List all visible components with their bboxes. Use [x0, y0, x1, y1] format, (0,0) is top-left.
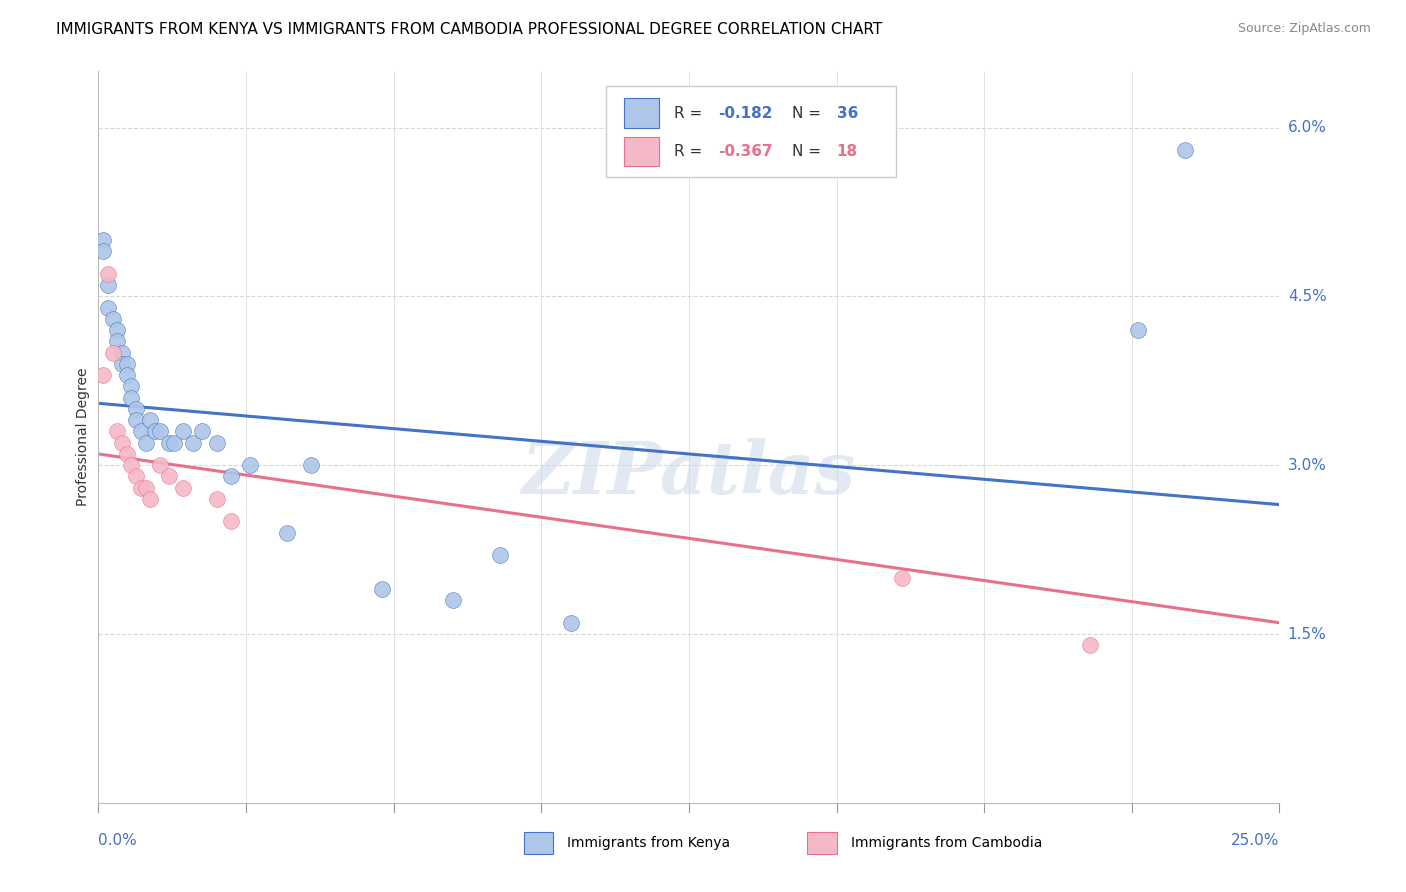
Point	[239, 458, 262, 473]
Point	[371, 582, 394, 596]
Point	[219, 469, 242, 483]
Text: 3.0%: 3.0%	[1288, 458, 1327, 473]
Text: Source: ZipAtlas.com: Source: ZipAtlas.com	[1237, 22, 1371, 36]
Point	[219, 515, 242, 529]
Point	[129, 481, 152, 495]
Text: 4.5%: 4.5%	[1288, 289, 1326, 304]
Point	[97, 301, 120, 315]
Text: 18: 18	[837, 145, 858, 160]
Point	[143, 425, 166, 439]
FancyBboxPatch shape	[624, 98, 659, 128]
Point	[121, 391, 143, 405]
Point	[149, 425, 172, 439]
Point	[105, 425, 128, 439]
Point	[121, 458, 143, 473]
Point	[149, 458, 172, 473]
Text: Immigrants from Cambodia: Immigrants from Cambodia	[851, 836, 1042, 850]
Text: R =: R =	[673, 105, 707, 120]
Point	[560, 615, 582, 630]
Point	[205, 435, 228, 450]
Point	[97, 267, 120, 281]
Point	[135, 435, 157, 450]
FancyBboxPatch shape	[606, 86, 896, 178]
Point	[91, 368, 114, 383]
Y-axis label: Professional Degree: Professional Degree	[76, 368, 90, 507]
Point	[172, 481, 194, 495]
Point	[129, 425, 152, 439]
Text: IMMIGRANTS FROM KENYA VS IMMIGRANTS FROM CAMBODIA PROFESSIONAL DEGREE CORRELATIO: IMMIGRANTS FROM KENYA VS IMMIGRANTS FROM…	[56, 22, 883, 37]
Text: ZIPatlas: ZIPatlas	[522, 438, 856, 509]
Point	[115, 357, 138, 371]
Text: Immigrants from Kenya: Immigrants from Kenya	[567, 836, 731, 850]
Point	[135, 481, 157, 495]
Text: 1.5%: 1.5%	[1288, 626, 1326, 641]
Point	[101, 312, 124, 326]
Point	[101, 345, 124, 359]
Point	[115, 447, 138, 461]
Text: 36: 36	[837, 105, 858, 120]
Point	[1080, 638, 1102, 652]
Point	[172, 425, 194, 439]
Point	[139, 413, 162, 427]
FancyBboxPatch shape	[807, 832, 837, 854]
Text: 0.0%: 0.0%	[98, 833, 138, 848]
Point	[91, 244, 114, 259]
Point	[157, 435, 180, 450]
Point	[111, 357, 134, 371]
Point	[91, 233, 114, 247]
Text: N =: N =	[792, 105, 825, 120]
Point	[115, 368, 138, 383]
Point	[157, 469, 180, 483]
Point	[299, 458, 322, 473]
Point	[1174, 143, 1197, 157]
Text: 25.0%: 25.0%	[1232, 833, 1279, 848]
Point	[441, 593, 464, 607]
Text: N =: N =	[792, 145, 825, 160]
Text: R =: R =	[673, 145, 707, 160]
Text: -0.367: -0.367	[718, 145, 773, 160]
Point	[105, 323, 128, 337]
Point	[105, 334, 128, 349]
Point	[191, 425, 214, 439]
Point	[111, 345, 134, 359]
Text: -0.182: -0.182	[718, 105, 773, 120]
Point	[181, 435, 204, 450]
Point	[205, 491, 228, 506]
Point	[97, 278, 120, 293]
Point	[489, 548, 512, 562]
Point	[139, 491, 162, 506]
Point	[121, 379, 143, 393]
Point	[276, 525, 298, 540]
Point	[111, 435, 134, 450]
Point	[125, 401, 148, 416]
Point	[125, 469, 148, 483]
Point	[1126, 323, 1149, 337]
FancyBboxPatch shape	[624, 137, 659, 167]
FancyBboxPatch shape	[523, 832, 553, 854]
Text: 6.0%: 6.0%	[1288, 120, 1327, 135]
Point	[163, 435, 186, 450]
Point	[125, 413, 148, 427]
Point	[890, 571, 912, 585]
